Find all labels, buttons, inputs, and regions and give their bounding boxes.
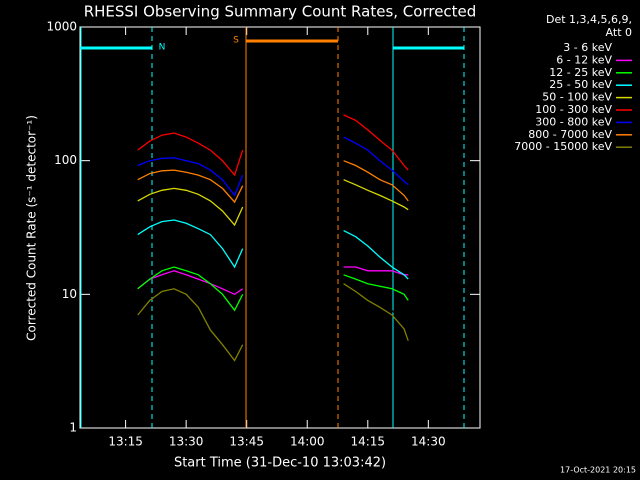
legend-label: 6 - 12 keV (556, 53, 612, 66)
y-tick-label: 100 (54, 153, 77, 167)
legend-label: 50 - 100 keV (542, 91, 612, 104)
saa-label: S (233, 36, 239, 46)
legend-label: 800 - 7000 keV (528, 128, 612, 141)
series-line (137, 114, 409, 177)
chart-title: RHESSI Observing Summary Count Rates, Co… (84, 3, 477, 21)
y-tick-label: 10 (62, 287, 77, 301)
series-line (137, 179, 409, 227)
legend-label: 12 - 25 keV (549, 66, 612, 79)
legend-label: 300 - 800 keV (535, 115, 612, 128)
legend-label: 3 - 6 keV (563, 41, 612, 54)
y-tick-label: 1 (69, 421, 77, 435)
series-line (137, 283, 409, 362)
series-line (137, 136, 409, 197)
x-tick-label: 13:30 (169, 435, 204, 449)
x-tick-label: 14:30 (411, 435, 446, 449)
series-line (137, 219, 409, 280)
series-line (137, 266, 409, 312)
y-tick-label: 1000 (46, 20, 77, 34)
x-tick-label: 13:15 (108, 435, 143, 449)
x-tick-label: 14:15 (350, 435, 385, 449)
night-label: N (159, 43, 166, 53)
x-tick-label: 14:00 (290, 435, 325, 449)
legend-title: Det 1,3,4,5,6,9, (546, 13, 632, 26)
legend-label: 25 - 50 keV (549, 78, 612, 91)
series-line (137, 160, 409, 204)
footer: 17-Oct-2021 20:15 (560, 466, 636, 475)
x-axis-label: Start Time (31-Dec-10 13:03:42) (174, 456, 386, 471)
legend-label: 100 - 300 keV (535, 103, 612, 116)
y-axis-label: Corrected Count Rate (s⁻¹ detector⁻¹) (25, 115, 39, 341)
x-tick-label: 13:45 (229, 435, 264, 449)
plot-frame (79, 26, 481, 429)
legend-title: Att 0 (606, 26, 632, 39)
legend-label: 7000 - 15000 keV (514, 140, 612, 153)
